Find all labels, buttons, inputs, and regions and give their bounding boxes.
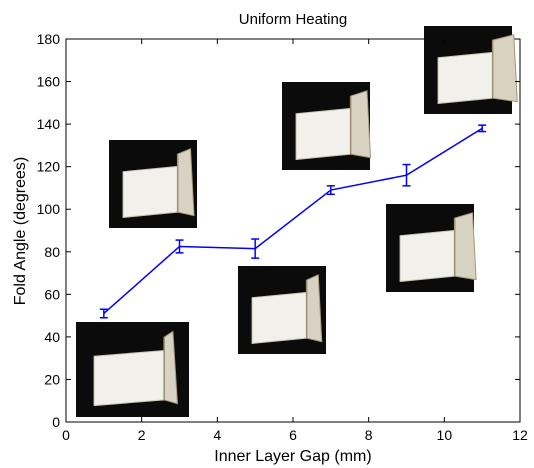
error-bar (251, 238, 260, 259)
series-line (103, 127, 483, 315)
x-tick-label: 0 (62, 427, 70, 443)
y-tick-label: 60 (44, 286, 60, 302)
y-tick-label: 140 (37, 116, 61, 132)
y-tick-label: 160 (37, 74, 61, 90)
folded-card-photo-110deg (282, 82, 372, 170)
y-tick-label: 20 (44, 371, 60, 387)
error-bar (478, 124, 487, 133)
inset-photos (76, 26, 518, 417)
y-tick-label: 180 (37, 31, 61, 47)
y-tick-label: 100 (37, 201, 61, 217)
folded-card-photo-80deg (238, 266, 326, 354)
data-series (99, 124, 487, 319)
y-tick-label: 80 (44, 244, 60, 260)
chart-title: Uniform Heating (239, 11, 347, 28)
error-bar (99, 308, 108, 319)
x-tick-label: 6 (289, 427, 297, 443)
y-tick-label: 0 (52, 414, 60, 430)
y-axis-label: Fold Angle (degrees) (12, 157, 29, 306)
folded-card-photo-140deg (424, 26, 518, 114)
error-bar (402, 163, 411, 187)
error-bar (175, 239, 184, 254)
folded-card-photo-40deg (76, 322, 189, 417)
x-tick-label: 10 (437, 427, 453, 443)
x-tick-label: 8 (365, 427, 373, 443)
folded-card-photo-120deg (386, 204, 477, 292)
x-tick-label: 2 (138, 427, 146, 443)
error-bar (326, 185, 335, 196)
folded-card-photo-90deg (109, 140, 197, 228)
x-tick-label: 12 (512, 427, 528, 443)
x-axis-label: Inner Layer Gap (mm) (214, 448, 371, 465)
y-tick-label: 40 (44, 329, 60, 345)
y-tick-label: 120 (37, 159, 61, 175)
x-tick-label: 4 (213, 427, 221, 443)
